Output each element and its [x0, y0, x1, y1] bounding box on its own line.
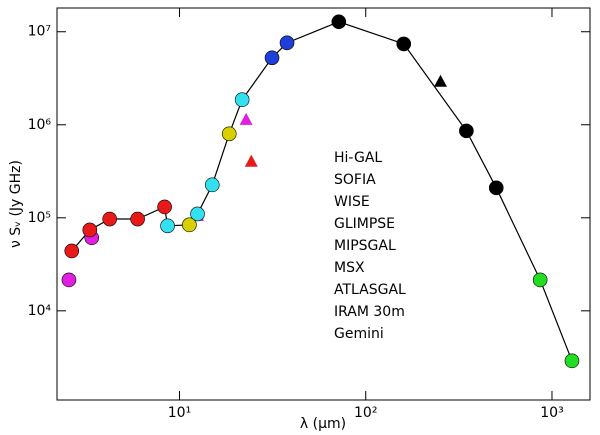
legend-entry: Gemini [334, 326, 384, 342]
legend-entry: GLIMPSE [334, 216, 395, 232]
point [532, 272, 548, 288]
point [221, 126, 237, 142]
point [102, 211, 117, 227]
point-triangle [433, 74, 447, 87]
legend-entry: Hi-GAL [334, 150, 382, 166]
legend-entry: ATLASGAL [334, 282, 406, 298]
legend-entry: IRAM 30m [334, 304, 405, 320]
point [61, 272, 77, 288]
point [234, 92, 250, 108]
point [331, 14, 347, 30]
legend-entry: MIPSGAL [334, 238, 396, 254]
x-tick-label: 10¹ [168, 405, 191, 421]
legend-entry: SOFIA [334, 172, 376, 188]
y-tick-label: 10⁶ [28, 117, 52, 133]
point [157, 199, 172, 215]
point [264, 50, 280, 66]
point [190, 206, 205, 222]
point [488, 180, 504, 196]
point [564, 353, 580, 369]
point [204, 177, 220, 193]
point [396, 36, 412, 52]
plot-frame [56, 7, 591, 401]
point [182, 217, 197, 233]
point [82, 222, 98, 238]
x-tick-label: 10³ [540, 405, 563, 421]
point-triangle [239, 112, 253, 125]
legend-entry: WISE [334, 194, 370, 210]
y-tick-label: 10⁵ [28, 210, 51, 226]
y-tick-label: 10⁴ [28, 303, 52, 319]
point [130, 211, 145, 227]
x-axis-label: λ (μm) [300, 416, 346, 432]
x-tick-label: 10² [354, 405, 377, 421]
y-axis-label: ν Sᵥ (Jy GHz) [8, 160, 24, 248]
point-triangle [244, 154, 258, 167]
point [160, 218, 175, 234]
point [64, 243, 80, 259]
legend-entry: MSX [334, 260, 365, 276]
point [279, 35, 295, 51]
point [459, 123, 474, 139]
y-tick-label: 10⁷ [28, 24, 51, 40]
